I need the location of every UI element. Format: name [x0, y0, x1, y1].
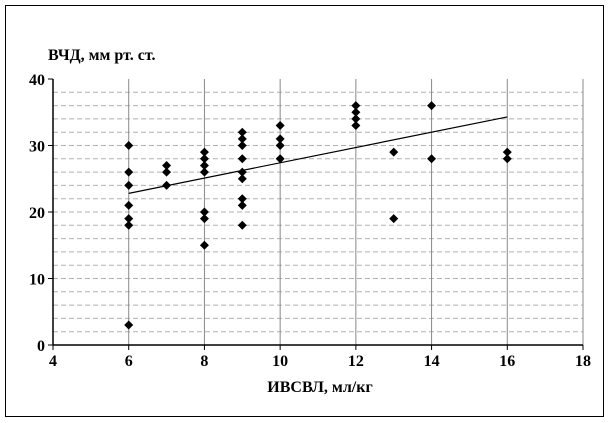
y-tick-label: 30 [29, 139, 45, 156]
data-point [275, 134, 285, 144]
data-point [237, 154, 247, 164]
data-point [124, 180, 134, 190]
data-point [199, 207, 209, 217]
data-point [351, 107, 361, 117]
tick-labels-layer: 0 10 20 30 40 4 6 8 10 12 14 16 18 [29, 72, 591, 370]
data-point [275, 154, 285, 164]
data-point [199, 214, 209, 224]
trendline-layer [128, 116, 508, 194]
y-tick-label: 10 [29, 272, 45, 289]
trendline [128, 116, 508, 194]
data-point [237, 220, 247, 230]
y-tick-label: 40 [29, 72, 45, 89]
data-point [502, 154, 512, 164]
data-point [199, 154, 209, 164]
data-point [237, 200, 247, 210]
data-point [237, 174, 247, 184]
x-tick-label: 16 [499, 353, 515, 370]
data-point [199, 167, 209, 177]
data-point [199, 147, 209, 157]
y-tick-label: 20 [29, 205, 45, 222]
data-point [237, 127, 247, 137]
x-tick-label: 4 [49, 353, 57, 370]
data-point [237, 194, 247, 204]
data-point [389, 147, 399, 157]
data-point [124, 320, 134, 330]
points-layer [124, 101, 512, 330]
data-point [199, 160, 209, 170]
x-tick-label: 6 [125, 353, 133, 370]
x-tick-label: 12 [348, 353, 364, 370]
data-point [351, 121, 361, 131]
data-point [351, 114, 361, 124]
data-point [199, 240, 209, 250]
x-axis-label: ИВСВЛ, мл/кг [267, 379, 372, 396]
x-tick-label: 8 [200, 353, 208, 370]
data-point [275, 141, 285, 150]
data-point [162, 167, 172, 177]
data-point [237, 141, 247, 150]
axes-layer [48, 78, 584, 350]
data-point [427, 101, 437, 111]
x-tick-label: 10 [272, 353, 288, 370]
data-point [162, 180, 172, 190]
data-point [275, 121, 285, 131]
data-point [124, 141, 134, 150]
data-point [502, 147, 512, 157]
y-tick-label: 0 [37, 338, 45, 355]
data-point [162, 160, 172, 170]
data-point [389, 214, 399, 224]
data-point [237, 134, 247, 144]
data-point [124, 214, 134, 224]
data-point [124, 220, 134, 230]
data-point [237, 167, 247, 177]
chart-frame [5, 5, 604, 417]
data-point [124, 167, 134, 177]
y-axis-label: ВЧД, мм рт. ст. [48, 47, 156, 64]
grid-layer [53, 79, 584, 345]
x-tick-label: 14 [424, 353, 440, 370]
data-point [351, 101, 361, 111]
data-point [124, 200, 134, 210]
x-tick-label: 18 [575, 353, 591, 370]
data-point [427, 154, 437, 164]
